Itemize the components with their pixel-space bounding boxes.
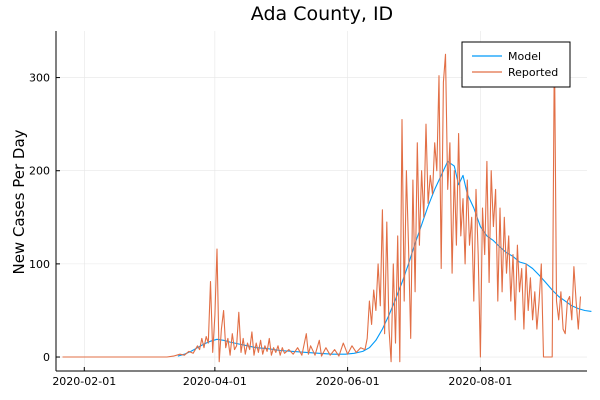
y-tick-label: 300 bbox=[29, 72, 50, 85]
x-tick-label: 2020-02-01 bbox=[52, 375, 116, 388]
chart-title: Ada County, ID bbox=[251, 3, 393, 25]
tick-labels: 2020-02-01 2020-04-01 2020-06-01 2020-08-01… bbox=[29, 72, 512, 388]
legend-label-reported: Reported bbox=[508, 66, 558, 79]
axes bbox=[55, 31, 587, 372]
y-tick-label: 0 bbox=[43, 351, 50, 364]
legend-box bbox=[461, 41, 571, 88]
legend: Model Reported bbox=[461, 41, 571, 88]
x-tick-label: 2020-04-01 bbox=[183, 375, 247, 388]
x-tick-label: 2020-08-01 bbox=[448, 375, 512, 388]
series-layer bbox=[62, 41, 592, 363]
y-tick-label: 100 bbox=[29, 258, 50, 271]
y-axis-label: New Cases Per Day bbox=[10, 129, 28, 274]
y-tick-label: 200 bbox=[29, 165, 50, 178]
legend-label-model: Model bbox=[508, 50, 541, 63]
series-line-reported bbox=[62, 41, 582, 363]
x-tick-label: 2020-06-01 bbox=[316, 375, 380, 388]
